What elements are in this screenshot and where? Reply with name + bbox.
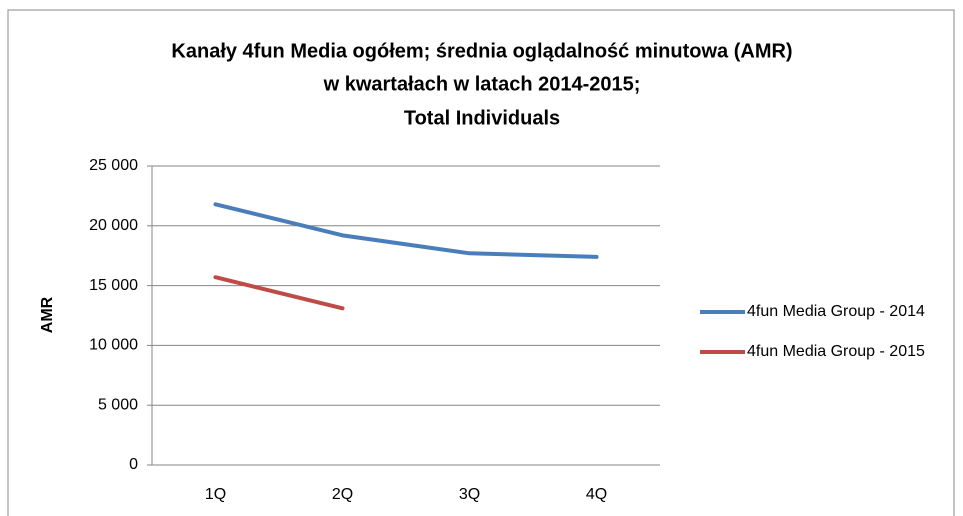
y-axis-label: AMR (39, 296, 56, 333)
x-tick-label: 4Q (586, 486, 607, 503)
chart-title: Total Individuals (404, 107, 560, 129)
legend-label: 4fun Media Group - 2014 (747, 303, 925, 320)
y-tick-label: 10 000 (89, 337, 138, 354)
series-line (213, 275, 345, 311)
y-tick-label: 0 (129, 456, 138, 473)
y-tick-label: 25 000 (89, 157, 138, 174)
x-tick-label: 2Q (332, 486, 353, 503)
x-tick-label: 3Q (459, 486, 480, 503)
y-tick-label: 5 000 (98, 396, 138, 413)
x-tick-label: 1Q (205, 486, 226, 503)
series-line (213, 202, 599, 259)
y-tick-label: 15 000 (89, 277, 138, 294)
legend-label: 4fun Media Group - 2015 (747, 343, 925, 360)
chart-border (7, 9, 955, 516)
chart-title: Kanały 4fun Media ogółem; średnia ogląda… (171, 40, 792, 62)
chart-title: w kwartałach w latach 2014-2015; (323, 73, 641, 95)
y-tick-label: 20 000 (89, 217, 138, 234)
